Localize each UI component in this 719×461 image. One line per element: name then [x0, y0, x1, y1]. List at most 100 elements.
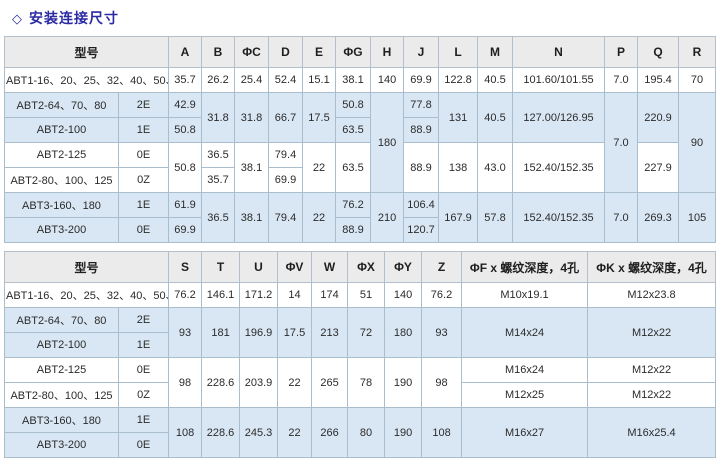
value-cell: 88.9: [335, 217, 372, 243]
value-cell: 31.8: [201, 92, 236, 143]
value-cell: 15.1: [302, 67, 337, 93]
column-header: B: [201, 36, 236, 68]
value-cell: 69.9: [403, 67, 440, 93]
column-header: 型号: [3, 251, 170, 283]
value-cell: 22: [302, 192, 337, 243]
value-cell: 78: [347, 357, 386, 408]
column-header: ΦX: [347, 251, 386, 283]
column-header: ΦY: [384, 251, 423, 283]
value-cell: 88.9: [403, 142, 440, 193]
value-cell: 228.6: [201, 357, 241, 408]
value-cell: 105: [678, 192, 717, 243]
column-header: A: [168, 36, 203, 68]
value-cell: 40.5: [477, 92, 514, 143]
value-cell: 98: [168, 357, 203, 408]
value-cell: 77.8: [403, 92, 440, 118]
column-header: ΦV: [277, 251, 313, 283]
value-cell: 98: [421, 357, 463, 408]
value-cell: M12x22: [587, 357, 717, 383]
column-header: R: [678, 36, 717, 68]
value-cell: 1E: [117, 117, 170, 143]
value-cell: 38.1: [335, 67, 372, 93]
value-cell: 196.9: [239, 307, 279, 358]
model-cell: ABT2-80、100、125: [4, 167, 119, 193]
value-cell: 2E: [117, 307, 170, 333]
value-cell: 0E: [117, 142, 170, 168]
value-cell: 203.9: [239, 357, 279, 408]
value-cell: 7.0: [604, 92, 639, 193]
column-header: ΦK x 螺纹深度，4孔: [587, 251, 717, 283]
value-cell: 152.40/152.35: [512, 142, 606, 193]
value-cell: 122.8: [438, 67, 479, 93]
value-cell: 174: [311, 282, 349, 308]
value-cell: 25.4: [234, 67, 270, 93]
value-cell: 57.8: [477, 192, 514, 243]
column-header: M: [477, 36, 514, 68]
column-header: L: [438, 36, 479, 68]
value-cell: 22: [302, 142, 337, 193]
mounting-dimensions-table-2: 型号 S T U ΦV W ΦX ΦY Z ΦF x 螺纹深度，4孔 ΦK x 螺纹深度，4孔 ABT…: [3, 251, 717, 458]
value-cell: 140: [370, 67, 405, 93]
value-cell: 1E: [117, 192, 170, 218]
value-cell: 76.2: [421, 282, 463, 308]
value-cell: 63.5: [335, 117, 372, 143]
value-cell: 43.0: [477, 142, 514, 193]
model-cell: ABT2-100: [4, 117, 119, 143]
column-header: S: [168, 251, 203, 283]
value-cell: M12x22: [587, 307, 717, 358]
value-cell: 227.9: [637, 142, 680, 193]
value-cell: 7.0: [604, 192, 639, 243]
table-row: ABT2-80、100、125 0Z M12x25 M12x22: [4, 382, 717, 408]
column-header: H: [370, 36, 405, 68]
value-cell: 140: [384, 282, 423, 308]
table-row: ABT1-16、20、25、32、40、50、6476.2146.1171.21…: [3, 282, 717, 308]
model-cell: ABT3-160、180: [4, 192, 119, 218]
column-header: D: [268, 36, 304, 68]
value-cell: 190: [384, 407, 423, 458]
value-cell: 210: [370, 192, 405, 243]
table-row: ABT1-16、20、25、32、40、50、6435.726.225.452.…: [3, 67, 717, 93]
value-cell: 14: [277, 282, 313, 308]
value-cell: 36.5: [201, 142, 236, 168]
value-cell: M14x24: [461, 307, 589, 358]
page-title-text: 安装连接尺寸: [29, 10, 119, 26]
value-cell: M12x22: [587, 382, 717, 408]
value-cell: 88.9: [403, 117, 440, 143]
model-cell: ABT3-200: [4, 217, 119, 243]
value-cell: 180: [370, 92, 405, 193]
diamond-icon: ◇: [12, 11, 23, 26]
column-header: U: [239, 251, 279, 283]
header-row: 型号 S T U ΦV W ΦX ΦY Z ΦF x 螺纹深度，4孔 ΦK x 螺纹深度，4孔: [3, 251, 717, 283]
value-cell: 220.9: [637, 92, 680, 143]
value-cell: 0E: [117, 357, 170, 383]
table-row: ABT3-200 0E 69.9 88.9 120.7: [4, 217, 716, 243]
value-cell: 76.2: [168, 282, 203, 308]
value-cell: 63.5: [335, 142, 372, 193]
value-cell: 72: [347, 307, 386, 358]
value-cell: 17.5: [277, 307, 313, 358]
value-cell: 22: [277, 357, 313, 408]
model-cell: ABT2-125: [4, 357, 119, 383]
value-cell: 120.7: [403, 217, 440, 243]
value-cell: 90: [678, 92, 717, 193]
value-cell: 93: [421, 307, 463, 358]
header-row: 型号 A B ΦC D E ΦG H J L M N P Q R: [3, 36, 717, 68]
value-cell: 93: [168, 307, 203, 358]
value-cell: 127.00/126.95: [512, 92, 606, 143]
value-cell: M12x23.8: [587, 282, 717, 308]
value-cell: 51: [347, 282, 386, 308]
column-header: E: [302, 36, 337, 68]
column-header: ΦG: [335, 36, 372, 68]
column-header: N: [512, 36, 606, 68]
column-header: 型号: [3, 36, 170, 68]
value-cell: 69.9: [268, 167, 304, 193]
value-cell: 1E: [117, 332, 170, 358]
value-cell: 17.5: [302, 92, 337, 143]
column-header: ΦF x 螺纹深度，4孔: [461, 251, 589, 283]
value-cell: 0Z: [117, 382, 170, 408]
value-cell: 265: [311, 357, 349, 408]
column-header: W: [311, 251, 349, 283]
value-cell: 22: [277, 407, 313, 458]
value-cell: M10x19.1: [461, 282, 589, 308]
